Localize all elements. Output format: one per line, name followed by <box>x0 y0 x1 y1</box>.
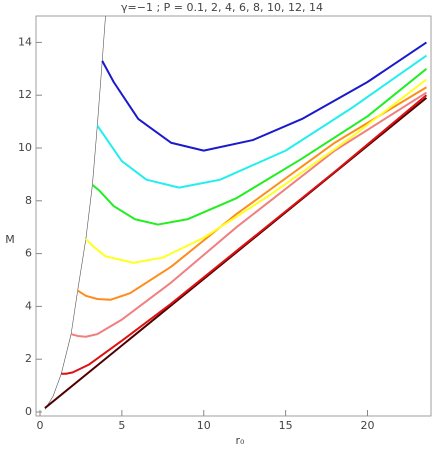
x-tick-label: 15 <box>279 419 293 432</box>
y-tick-label: 4 <box>25 299 32 312</box>
y-tick-label: 12 <box>18 88 32 101</box>
line <box>70 91 427 338</box>
x-tick-label: 0 <box>37 419 44 432</box>
line <box>91 68 428 226</box>
plot-frame <box>35 15 432 417</box>
y-tick-label: 14 <box>18 35 32 48</box>
y-tick-label: 10 <box>18 141 32 154</box>
y-tick-label: 0 <box>25 405 32 418</box>
line <box>85 78 428 264</box>
line <box>101 41 428 152</box>
line <box>77 86 427 301</box>
x-tick-label: 10 <box>197 419 211 432</box>
chart-title: γ=−1 ; P = 0.1, 2, 4, 6, 8, 10, 12, 14 <box>121 1 323 14</box>
line <box>61 94 428 375</box>
y-tick-label: 8 <box>25 194 32 207</box>
x-axis-label: r₀ <box>236 434 246 447</box>
line <box>44 15 106 410</box>
x-tick-label: 5 <box>118 419 125 432</box>
y-tick-label: 2 <box>25 352 32 365</box>
x-tick-label: 20 <box>361 419 375 432</box>
y-tick-label: 6 <box>25 247 32 260</box>
y-axis-label: M <box>5 233 15 246</box>
line <box>96 54 428 189</box>
